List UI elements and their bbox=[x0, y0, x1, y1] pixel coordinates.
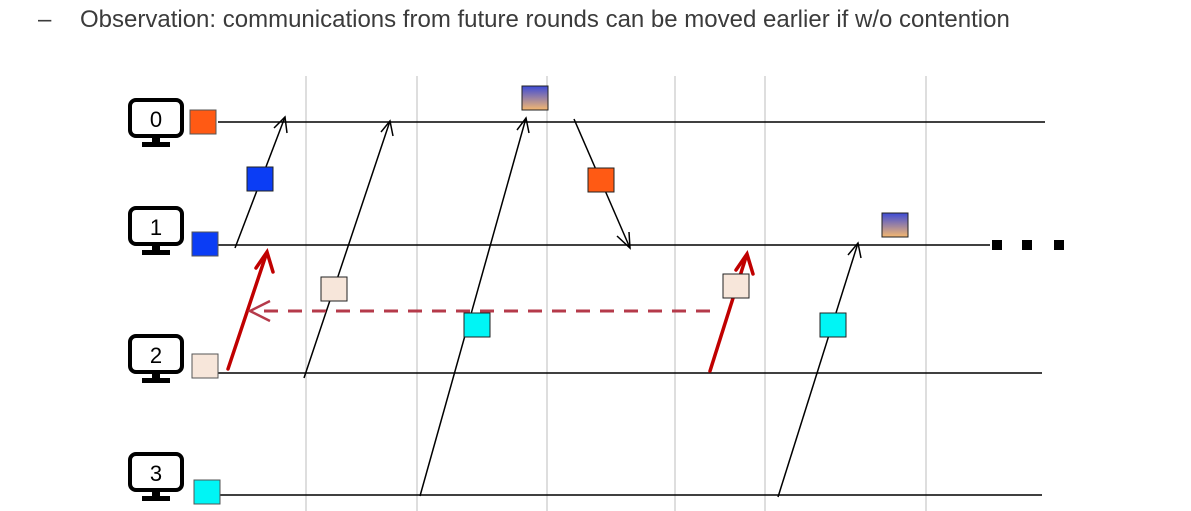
observation-bullet: – Observation: communications from futur… bbox=[38, 4, 1138, 36]
node-1: 1 bbox=[128, 206, 219, 257]
node-color-swatch bbox=[191, 231, 219, 257]
node-label: 3 bbox=[150, 461, 162, 486]
move-earlier-arrow bbox=[247, 299, 710, 323]
computer-icon bbox=[128, 452, 184, 501]
message-arrows bbox=[234, 115, 862, 498]
node-label: 2 bbox=[150, 343, 162, 368]
node-label: 1 bbox=[150, 215, 162, 240]
continuation-dots bbox=[992, 240, 1064, 250]
message-arrow bbox=[419, 116, 530, 497]
computer-icon bbox=[128, 206, 184, 255]
highlight-arrow bbox=[708, 249, 755, 373]
message-square bbox=[819, 312, 847, 338]
node-color-swatch bbox=[189, 109, 217, 135]
computer-icon bbox=[128, 334, 184, 383]
timelines bbox=[218, 121, 1045, 496]
highlight-arrow bbox=[226, 247, 275, 371]
message-square bbox=[722, 273, 750, 299]
message-square bbox=[587, 167, 615, 193]
node-0: 0 bbox=[128, 98, 217, 147]
node-color-swatch bbox=[191, 353, 219, 379]
message-arrow bbox=[777, 241, 862, 498]
node-3: 3 bbox=[128, 452, 221, 505]
bullet-dash: – bbox=[38, 6, 52, 33]
message-arrow bbox=[303, 119, 394, 379]
message-square bbox=[463, 312, 491, 338]
message-square bbox=[246, 166, 274, 192]
node-label: 0 bbox=[150, 107, 162, 132]
node-2: 2 bbox=[128, 334, 219, 383]
aggregated-square bbox=[521, 85, 549, 111]
computer-icon bbox=[128, 98, 184, 147]
message-squares bbox=[246, 85, 909, 338]
message-square bbox=[320, 276, 348, 302]
round-grid bbox=[305, 76, 927, 511]
node-color-swatch bbox=[193, 479, 221, 505]
observation-text: Observation: communications from future … bbox=[80, 6, 1010, 33]
aggregated-square bbox=[881, 212, 909, 238]
